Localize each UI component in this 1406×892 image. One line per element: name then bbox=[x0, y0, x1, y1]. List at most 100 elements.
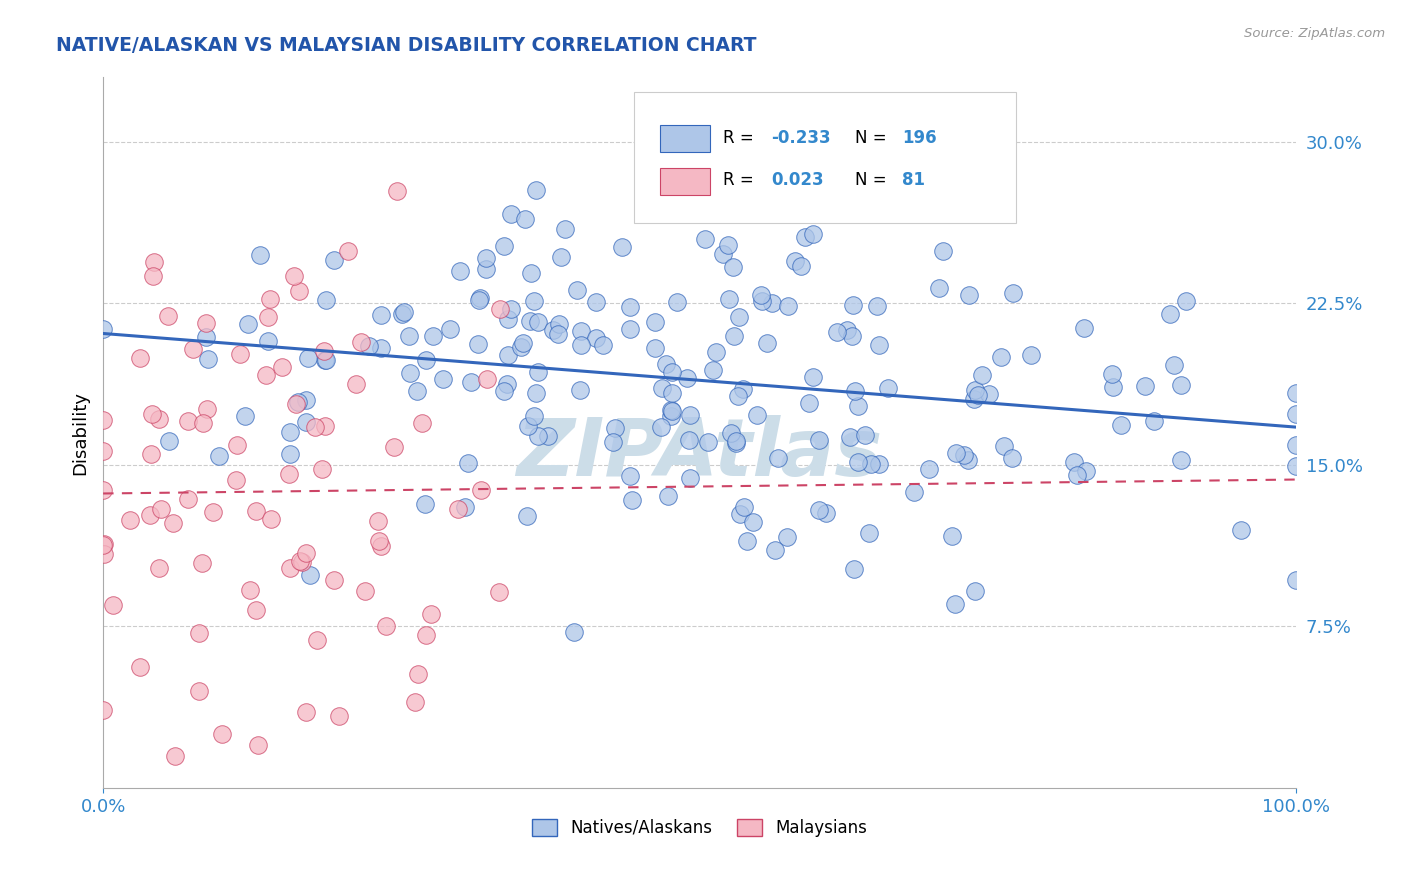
Point bbox=[422, 329, 444, 343]
Point bbox=[868, 457, 890, 471]
Point bbox=[619, 300, 641, 314]
Point bbox=[191, 416, 214, 430]
Point bbox=[488, 585, 510, 599]
FancyBboxPatch shape bbox=[634, 92, 1015, 223]
Point bbox=[370, 342, 392, 356]
Point bbox=[142, 268, 165, 283]
Point bbox=[201, 505, 224, 519]
Point bbox=[1163, 358, 1185, 372]
Point bbox=[619, 321, 641, 335]
FancyBboxPatch shape bbox=[659, 168, 710, 194]
Point bbox=[827, 326, 849, 340]
Point bbox=[697, 434, 720, 449]
Point bbox=[585, 294, 607, 309]
Point bbox=[657, 489, 679, 503]
Point bbox=[603, 420, 626, 434]
Text: Source: ZipAtlas.com: Source: ZipAtlas.com bbox=[1244, 27, 1385, 40]
Point bbox=[801, 227, 824, 241]
Point bbox=[420, 607, 443, 621]
Point bbox=[928, 280, 950, 294]
Point bbox=[322, 573, 344, 587]
Point bbox=[311, 461, 333, 475]
Point bbox=[468, 291, 491, 305]
Point bbox=[865, 299, 887, 313]
Point bbox=[1285, 459, 1308, 474]
Point bbox=[239, 582, 262, 597]
Point bbox=[725, 435, 748, 450]
Point bbox=[1066, 467, 1088, 482]
Point bbox=[278, 447, 301, 461]
Point bbox=[877, 381, 900, 395]
Point bbox=[512, 335, 534, 350]
Point bbox=[1285, 573, 1308, 587]
Point bbox=[554, 222, 576, 236]
Point bbox=[945, 446, 967, 460]
Point bbox=[655, 357, 678, 371]
Point bbox=[447, 501, 470, 516]
Point bbox=[967, 387, 990, 401]
Point bbox=[257, 334, 280, 348]
Point bbox=[602, 434, 624, 449]
Point bbox=[569, 384, 592, 398]
Point bbox=[993, 439, 1015, 453]
Point bbox=[91, 413, 114, 427]
Point bbox=[138, 508, 160, 522]
Point bbox=[776, 530, 799, 544]
Point bbox=[661, 365, 683, 379]
Point bbox=[501, 301, 523, 316]
Point bbox=[129, 660, 152, 674]
Point bbox=[526, 429, 548, 443]
Point bbox=[794, 229, 817, 244]
Point bbox=[398, 328, 420, 343]
Point bbox=[785, 253, 807, 268]
Point bbox=[721, 260, 744, 274]
Point bbox=[869, 337, 891, 351]
Point bbox=[288, 554, 311, 568]
Point bbox=[359, 339, 381, 353]
Text: -0.233: -0.233 bbox=[770, 128, 831, 147]
Point bbox=[1001, 450, 1024, 465]
Point bbox=[702, 363, 724, 377]
Legend: Natives/Alaskans, Malaysians: Natives/Alaskans, Malaysians bbox=[524, 812, 875, 844]
Point bbox=[370, 308, 392, 322]
Point bbox=[1143, 414, 1166, 428]
Point bbox=[271, 360, 294, 375]
Point bbox=[496, 348, 519, 362]
Point bbox=[963, 384, 986, 398]
Point bbox=[449, 263, 471, 277]
Point bbox=[1102, 380, 1125, 394]
Point bbox=[1285, 438, 1308, 452]
Point bbox=[650, 420, 672, 434]
Point bbox=[733, 382, 755, 396]
Point bbox=[745, 205, 768, 219]
Point bbox=[953, 448, 976, 462]
Point bbox=[790, 260, 813, 274]
Point bbox=[489, 301, 512, 316]
Point bbox=[728, 310, 751, 324]
Point bbox=[257, 310, 280, 325]
Point bbox=[693, 232, 716, 246]
Point bbox=[1175, 294, 1198, 309]
Point bbox=[141, 407, 163, 421]
Point bbox=[344, 377, 367, 392]
Point bbox=[520, 266, 543, 280]
Point bbox=[247, 738, 270, 752]
Point bbox=[315, 293, 337, 308]
Point bbox=[727, 389, 749, 403]
Point bbox=[963, 584, 986, 599]
Point bbox=[977, 386, 1000, 401]
Point bbox=[475, 371, 498, 385]
Point bbox=[763, 542, 786, 557]
Point bbox=[644, 315, 666, 329]
Point bbox=[391, 308, 413, 322]
Point bbox=[661, 386, 683, 401]
Point bbox=[799, 396, 821, 410]
Point bbox=[187, 684, 209, 698]
Point bbox=[807, 503, 830, 517]
Point bbox=[304, 419, 326, 434]
Text: N =: N = bbox=[855, 128, 886, 147]
Text: N =: N = bbox=[855, 171, 886, 189]
Point bbox=[569, 337, 592, 351]
Point bbox=[846, 455, 869, 469]
Point bbox=[621, 492, 644, 507]
